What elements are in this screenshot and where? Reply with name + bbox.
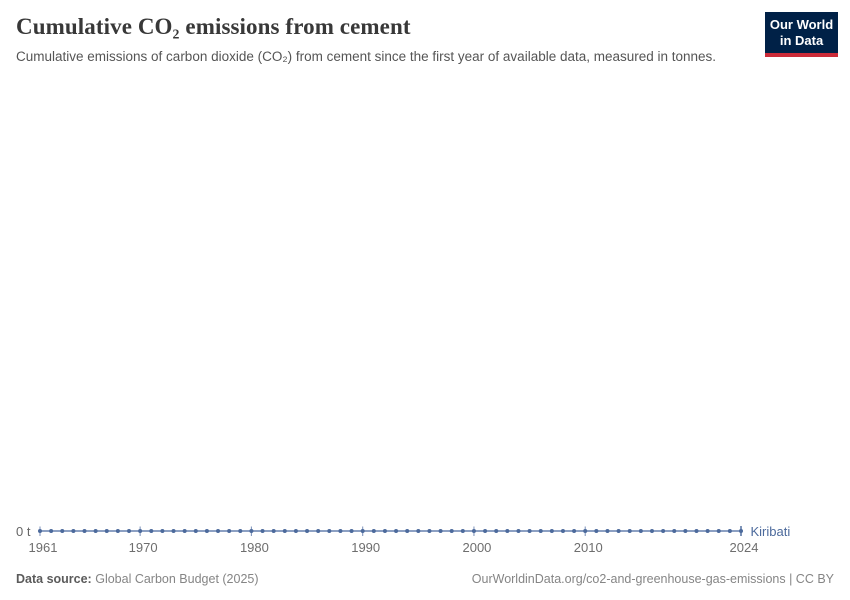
series-entity-label[interactable]: Kiribati [750, 524, 791, 539]
owid-logo-line2: in Data [779, 33, 824, 48]
owid-logo[interactable]: Our World in Data [765, 12, 838, 57]
line-chart-plot[interactable]: 1961 1970 1980 1990 2000 2010 2024 [29, 523, 759, 563]
page-title: Cumulative CO₂ emissions from cement [16, 14, 411, 39]
svg-text:1961: 1961 [29, 540, 58, 555]
data-source-value[interactable]: Global Carbon Budget (2025) [95, 572, 259, 586]
svg-text:2000: 2000 [463, 540, 492, 555]
y-axis-zero-label: 0 t [16, 524, 31, 539]
chart-subtitle: Cumulative emissions of carbon dioxide (… [16, 49, 717, 64]
data-source-label: Data source: [16, 572, 92, 586]
svg-text:1990: 1990 [352, 540, 381, 555]
data-source: Data source: Global Carbon Budget (2025) [16, 572, 259, 586]
svg-text:1970: 1970 [129, 540, 158, 555]
owid-logo-line1: Our World [769, 17, 834, 32]
license-credit-link[interactable]: OurWorldinData.org/co2-and-greenhouse-ga… [471, 572, 834, 586]
chart-footer: Data source: Global Carbon Budget (2025)… [16, 572, 834, 586]
svg-text:1980: 1980 [240, 540, 269, 555]
svg-text:2010: 2010 [574, 540, 603, 555]
svg-text:2024: 2024 [730, 540, 759, 555]
x-axis-area: 0 t 1961 1970 1980 1990 2000 2010 2024 Kiribat… [16, 523, 790, 563]
chart-header: Cumulative CO₂ emissions from cement Cum… [16, 14, 750, 67]
